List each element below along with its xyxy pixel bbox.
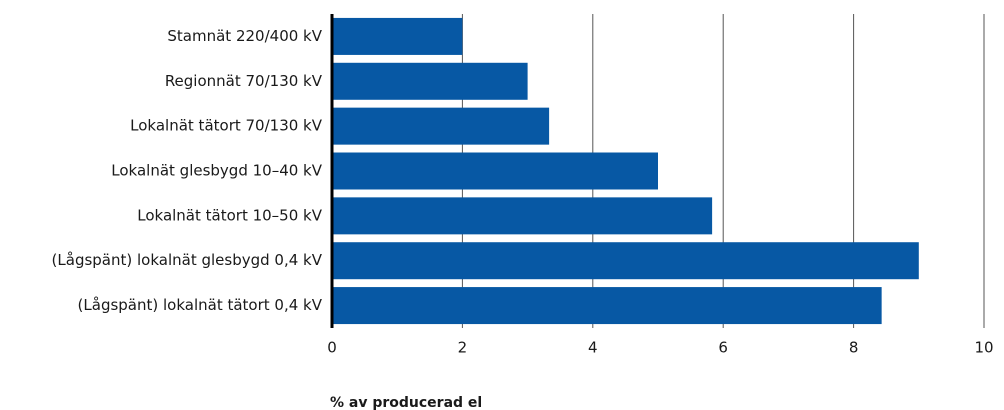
x-tick-label: 8 <box>849 339 859 357</box>
y-tick-label: Lokalnät tätort 70/130 kV <box>130 117 323 135</box>
bar <box>332 287 882 325</box>
y-tick-label: Regionnät 70/130 kV <box>165 72 323 90</box>
bar <box>332 107 550 145</box>
bar <box>332 197 713 235</box>
bar <box>332 242 919 280</box>
bar <box>332 152 658 190</box>
x-tick-label: 6 <box>718 339 728 357</box>
y-tick-label: Lokalnät tätort 10–50 kV <box>137 206 322 224</box>
y-tick-label: Lokalnät glesbygd 10–40 kV <box>111 162 322 180</box>
y-tick-label: (Lågspänt) lokalnät glesbygd 0,4 kV <box>52 251 323 269</box>
x-axis-title: % av producerad el <box>330 395 482 410</box>
bar <box>332 17 463 55</box>
y-tick-label: (Lågspänt) lokalnät tätort 0,4 kV <box>78 296 323 314</box>
x-tick-label: 0 <box>327 339 337 357</box>
x-tick-label: 10 <box>974 339 993 357</box>
x-tick-label: 2 <box>458 339 468 357</box>
x-tick-label: 4 <box>588 339 598 357</box>
y-tick-label: Stamnät 220/400 kV <box>167 27 322 45</box>
bar <box>332 62 528 100</box>
